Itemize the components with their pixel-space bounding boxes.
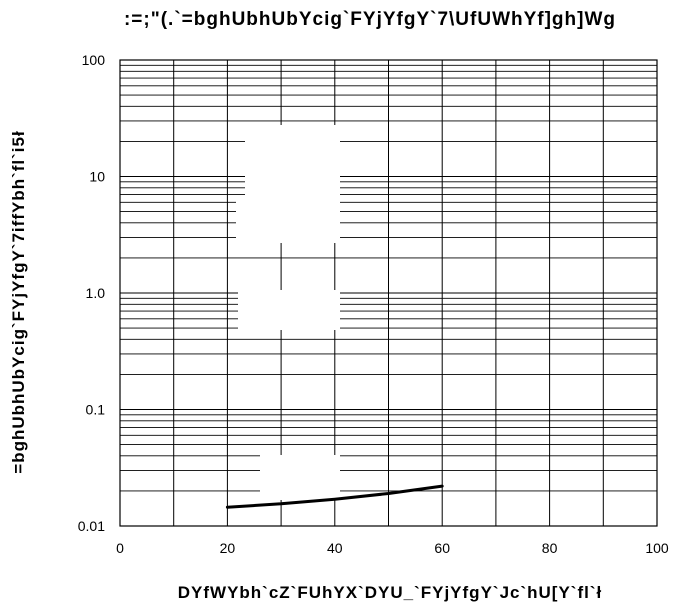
series-line <box>225 484 444 509</box>
x-tick-label: 20 <box>220 540 236 556</box>
x-tick-label: 80 <box>542 540 558 556</box>
x-tick-labels: 0 20 40 60 80 100 <box>116 540 669 556</box>
blank-region <box>245 125 340 200</box>
y-tick-label: 0.1 <box>86 402 106 418</box>
y-tick-labels: 100 10 1.0 0.1 0.01 <box>78 52 105 534</box>
x-tick-label: 100 <box>645 540 669 556</box>
plot-area <box>119 59 658 527</box>
y-tick-label: 10 <box>89 169 105 185</box>
blank-region <box>238 290 340 330</box>
x-axis-title: DYfWYbh`cZ`FUhYX`DYU_`FYjYfgY`Jc`hU[Y`fl… <box>178 583 602 602</box>
mask-layer <box>236 125 340 500</box>
y-tick-label: 100 <box>82 52 106 68</box>
y-tick-label: 1.0 <box>86 285 106 301</box>
chart-title: :=;"(.`=bghUbhUbYcig`FYjYfgY`7\UfUWhYf]g… <box>124 9 616 30</box>
plot-frame <box>119 59 658 527</box>
blank-region <box>260 455 340 500</box>
blank-region <box>236 198 340 243</box>
y-tick-label: 0.01 <box>78 518 105 534</box>
x-tick-label: 60 <box>434 540 450 556</box>
x-tick-label: 40 <box>327 540 343 556</box>
series-layer <box>225 484 444 509</box>
y-axis-title: =bghUbhUbYcig`FYjYfgY`7iffYbh`fl`i5ł <box>9 130 28 473</box>
x-tick-label: 0 <box>116 540 124 556</box>
